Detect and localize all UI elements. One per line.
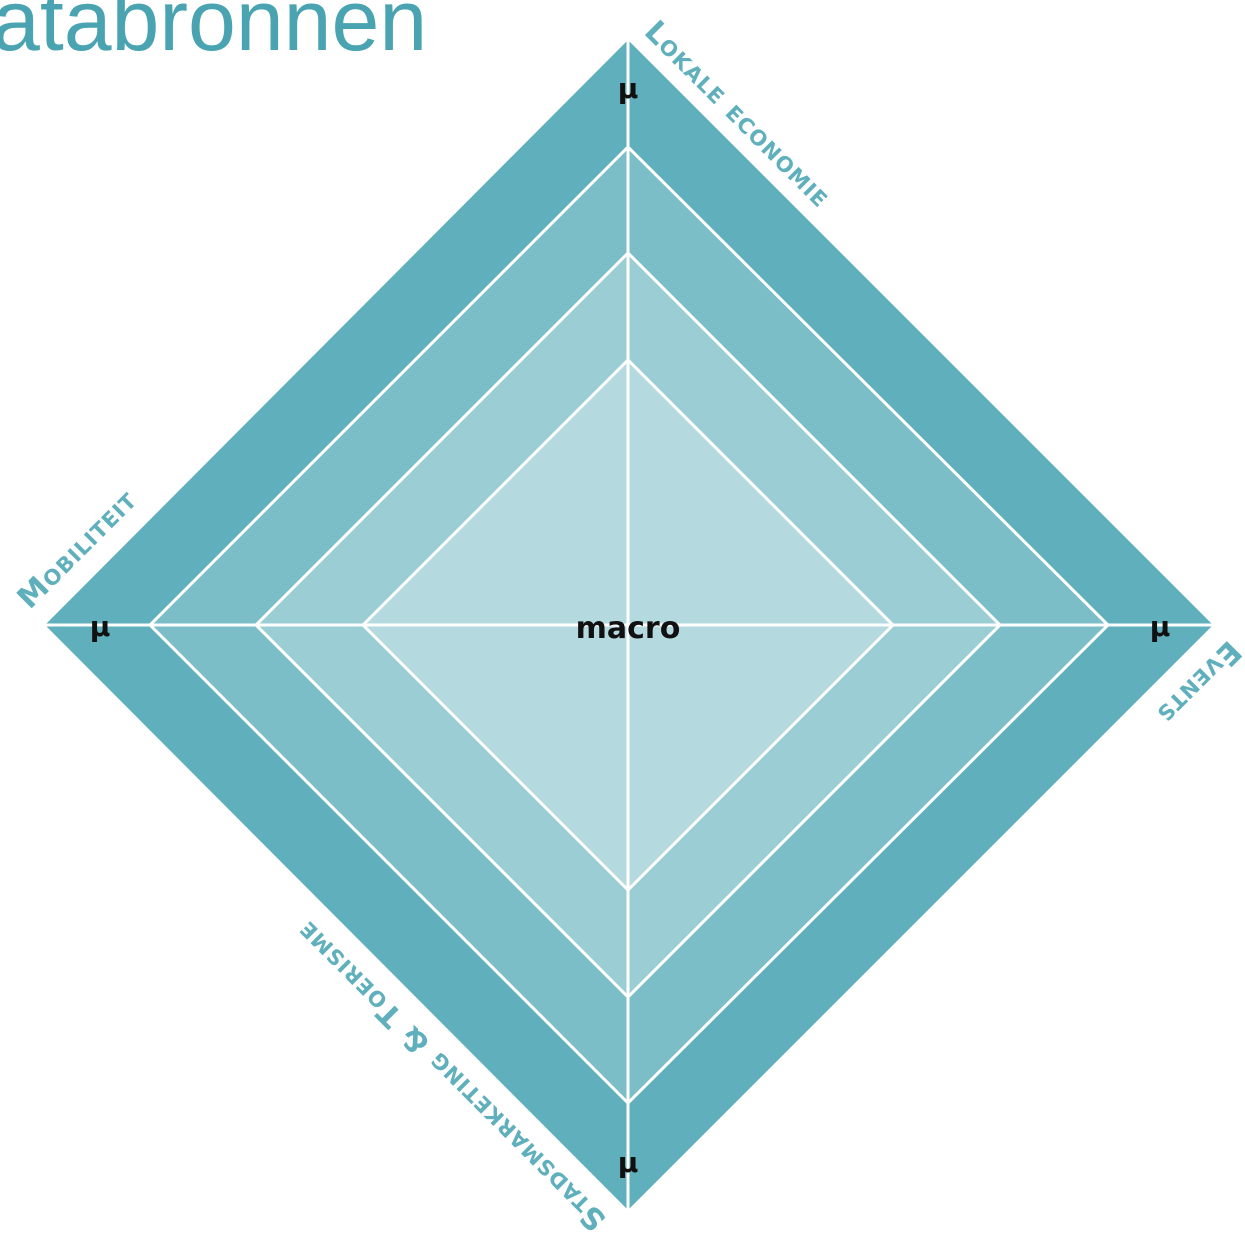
center-label: macro xyxy=(576,611,681,646)
marker: µ xyxy=(1150,610,1171,643)
marker: µ xyxy=(90,610,111,643)
marker: µ xyxy=(618,72,639,105)
marker: µ xyxy=(618,1146,639,1179)
title: atabronnen xyxy=(0,0,427,69)
